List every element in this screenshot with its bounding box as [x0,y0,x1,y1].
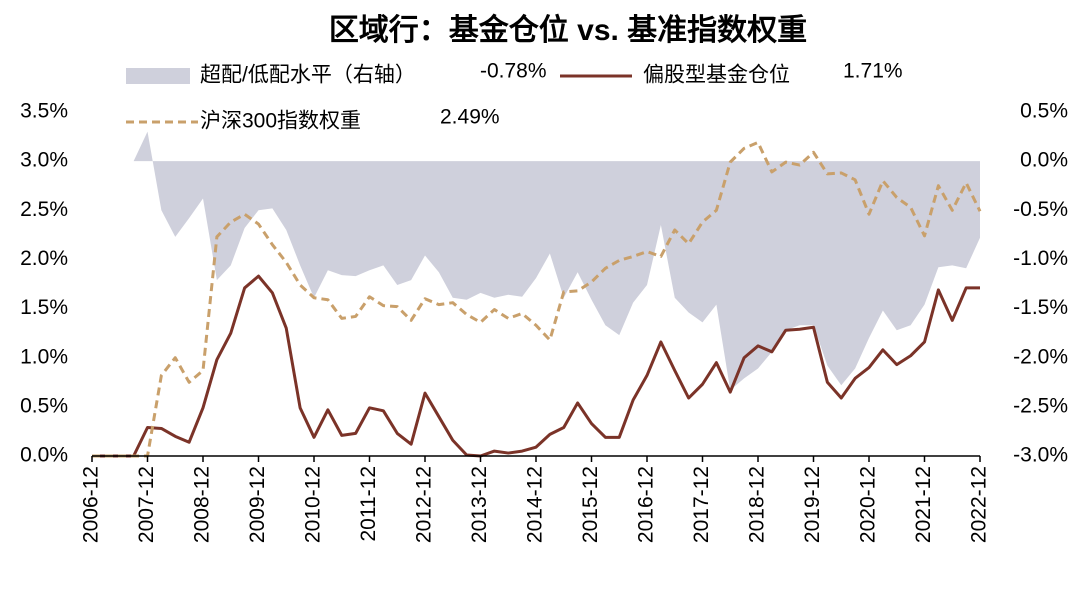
y2-tick-label: 0.0% [1020,149,1068,172]
x-tick-label: 2014-12 [524,466,547,543]
x-tick-label: 2020-12 [857,466,880,543]
y2-tick-label: -0.5% [1013,198,1068,221]
x-tick-label: 2015-12 [579,466,602,543]
chart-title: 区域行：基金仓位 vs. 基准指数权重 [329,13,807,47]
legend-swatch [126,68,190,84]
y-tick-label: 1.0% [20,345,68,368]
y2-tick-label: -2.0% [1013,345,1068,368]
series-dashed [92,140,982,458]
x-tick-label: 2012-12 [413,466,436,543]
x-tick-label: 2007-12 [135,466,158,543]
legend-value: 1.71% [843,60,903,83]
series-area [133,131,980,391]
y2-tick-label: -2.5% [1013,394,1068,417]
legend-value: -0.78% [480,60,547,83]
x-tick-label: 2016-12 [635,466,658,543]
x-tick-label: 2022-12 [968,466,991,543]
y2-tick-label: 0.5% [1020,100,1068,123]
x-tick-label: 2021-12 [912,466,935,543]
x-tick-label: 2008-12 [191,466,214,543]
y-tick-label: 2.0% [20,247,68,270]
y-tick-label: 0.5% [20,394,68,417]
y-tick-label: 0.0% [20,444,68,467]
legend-label: 沪深300指数权重 [200,110,361,133]
x-tick-label: 2018-12 [746,466,769,543]
x-tick-label: 2019-12 [801,466,824,543]
x-tick-label: 2006-12 [80,466,103,543]
y2-tick-label: -3.0% [1013,444,1068,467]
x-tick-label: 2017-12 [690,466,713,543]
x-tick-label: 2010-12 [302,466,325,543]
legend-value: 2.49% [440,106,500,129]
y-tick-label: 3.0% [20,149,68,172]
legend-label: 偏股型基金仓位 [643,64,790,87]
x-tick-label: 2011-12 [357,466,380,542]
y-tick-label: 2.5% [20,198,68,221]
x-tick-label: 2013-12 [468,466,491,543]
x-tick-label: 2009-12 [246,466,269,543]
legend-label: 超配/低配水平（右轴） [200,64,416,87]
y-tick-label: 1.5% [20,296,68,319]
y2-tick-label: -1.0% [1013,247,1068,270]
y-tick-label: 3.5% [20,100,68,123]
series-solid [92,274,980,458]
y2-tick-label: -1.5% [1013,296,1068,319]
